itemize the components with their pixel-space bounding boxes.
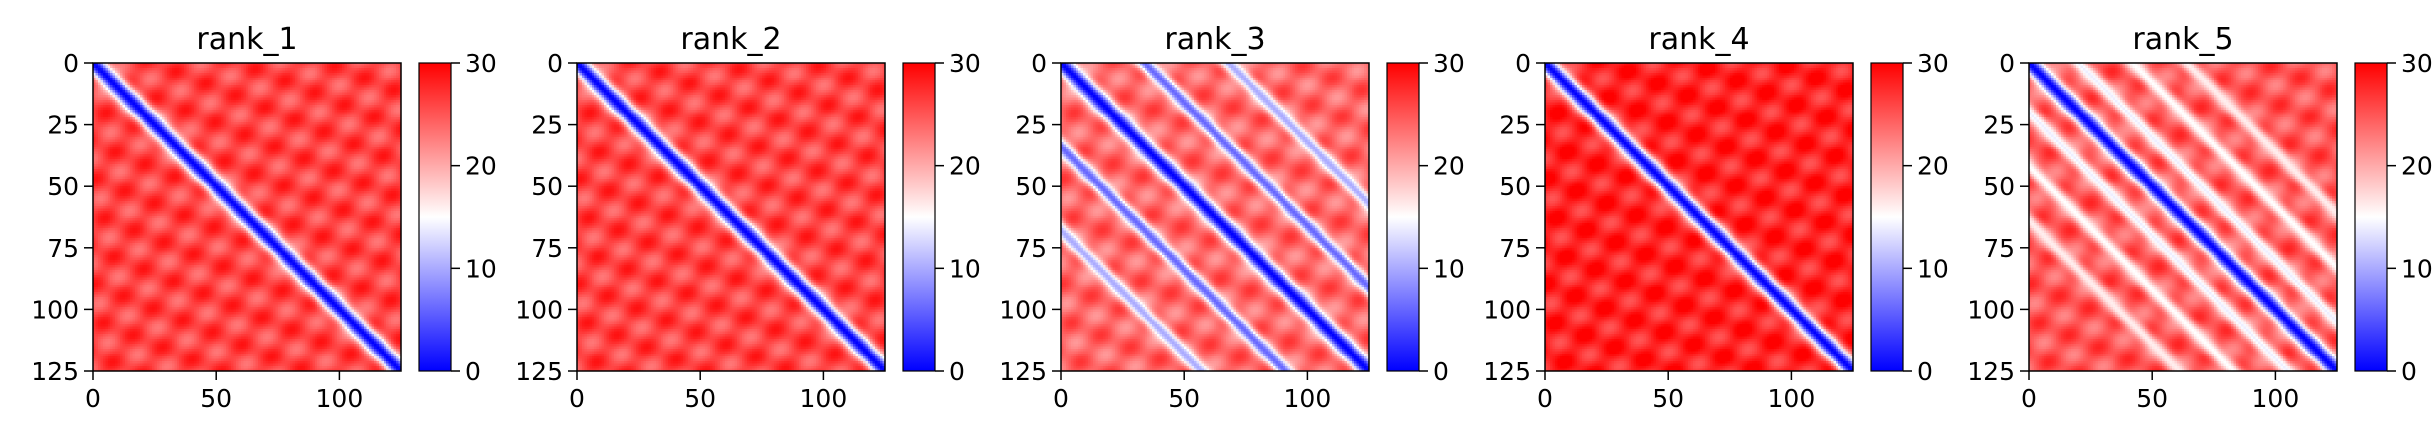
- y-tick-label: 50: [1499, 172, 1531, 201]
- panel-title: rank_4: [1648, 22, 1749, 57]
- colorbar: [902, 62, 936, 372]
- y-tick-label: 25: [531, 111, 563, 140]
- y-tick-label: 50: [1983, 172, 2015, 201]
- axes-frame: [2028, 62, 2338, 372]
- y-tick-label: 0: [1515, 49, 1531, 78]
- x-tick-label: 100: [1284, 384, 1332, 413]
- x-tick-label: 100: [800, 384, 848, 413]
- axes-frame: [92, 62, 402, 372]
- y-tick-label: 25: [1983, 111, 2015, 140]
- y-tick-label: 75: [531, 234, 563, 263]
- heatmap-matrix: [577, 63, 885, 371]
- y-tick-label: 50: [1015, 172, 1047, 201]
- y-tick-label: 100: [999, 295, 1047, 324]
- heatmap-matrix: [93, 63, 401, 371]
- y-tick-label: 125: [31, 357, 79, 386]
- colorbar-tick-label: 30: [465, 49, 497, 78]
- colorbar-tick-label: 10: [2401, 254, 2433, 283]
- x-tick-label: 100: [316, 384, 364, 413]
- x-tick-label: 0: [1537, 384, 1553, 413]
- heatmap-matrix: [1061, 63, 1369, 371]
- colorbar: [2354, 62, 2388, 372]
- colorbar-tick-label: 20: [2401, 152, 2433, 181]
- colorbar-tick-label: 30: [949, 49, 981, 78]
- y-tick-label: 0: [63, 49, 79, 78]
- colorbar-tick-label: 30: [1917, 49, 1949, 78]
- y-tick-label: 75: [1983, 234, 2015, 263]
- y-tick-label: 25: [47, 111, 79, 140]
- colorbar-tick-label: 0: [1433, 357, 1449, 386]
- x-tick-label: 100: [2252, 384, 2300, 413]
- y-tick-label: 125: [999, 357, 1047, 386]
- y-tick-label: 50: [47, 172, 79, 201]
- y-tick-label: 25: [1499, 111, 1531, 140]
- colorbar-tick-label: 0: [2401, 357, 2417, 386]
- colorbar-tick-label: 0: [465, 357, 481, 386]
- colorbar-tick-label: 10: [465, 254, 497, 283]
- x-tick-label: 50: [200, 384, 232, 413]
- y-tick-label: 0: [1999, 49, 2015, 78]
- colorbar: [1386, 62, 1420, 372]
- y-tick-label: 75: [1015, 234, 1047, 263]
- colorbar-tick-label: 10: [1433, 254, 1465, 283]
- x-tick-label: 0: [1053, 384, 1069, 413]
- y-tick-label: 25: [1015, 111, 1047, 140]
- x-tick-label: 0: [2021, 384, 2037, 413]
- heatmap-matrix: [1545, 63, 1853, 371]
- panel-title: rank_2: [680, 22, 781, 57]
- y-tick-label: 125: [1483, 357, 1531, 386]
- y-tick-label: 100: [31, 295, 79, 324]
- colorbar: [1870, 62, 1904, 372]
- panel-title: rank_1: [196, 22, 297, 57]
- axes-frame: [576, 62, 886, 372]
- panel-title: rank_5: [2132, 22, 2233, 57]
- colorbar-tick-label: 30: [1433, 49, 1465, 78]
- colorbar-tick-label: 0: [1917, 357, 1933, 386]
- x-tick-label: 50: [2136, 384, 2168, 413]
- axes-frame: [1060, 62, 1370, 372]
- y-tick-label: 75: [47, 234, 79, 263]
- y-tick-label: 125: [515, 357, 563, 386]
- y-tick-label: 100: [1483, 295, 1531, 324]
- y-tick-label: 125: [1967, 357, 2015, 386]
- panel-title: rank_3: [1164, 22, 1265, 57]
- colorbar-tick-label: 10: [1917, 254, 1949, 283]
- colorbar: [418, 62, 452, 372]
- colorbar-tick-label: 20: [1917, 152, 1949, 181]
- colorbar-tick-label: 20: [949, 152, 981, 181]
- x-tick-label: 100: [1768, 384, 1816, 413]
- y-tick-label: 0: [1031, 49, 1047, 78]
- colorbar-tick-label: 20: [1433, 152, 1465, 181]
- y-tick-label: 100: [1967, 295, 2015, 324]
- axes-frame: [1544, 62, 1854, 372]
- colorbar-tick-label: 30: [2401, 49, 2433, 78]
- colorbar-tick-label: 20: [465, 152, 497, 181]
- y-tick-label: 100: [515, 295, 563, 324]
- x-tick-label: 50: [684, 384, 716, 413]
- y-tick-label: 50: [531, 172, 563, 201]
- colorbar-tick-label: 0: [949, 357, 965, 386]
- y-tick-label: 0: [547, 49, 563, 78]
- y-tick-label: 75: [1499, 234, 1531, 263]
- x-tick-label: 0: [569, 384, 585, 413]
- heatmap-matrix: [2029, 63, 2337, 371]
- colorbar-tick-label: 10: [949, 254, 981, 283]
- x-tick-label: 50: [1168, 384, 1200, 413]
- x-tick-label: 50: [1652, 384, 1684, 413]
- x-tick-label: 0: [85, 384, 101, 413]
